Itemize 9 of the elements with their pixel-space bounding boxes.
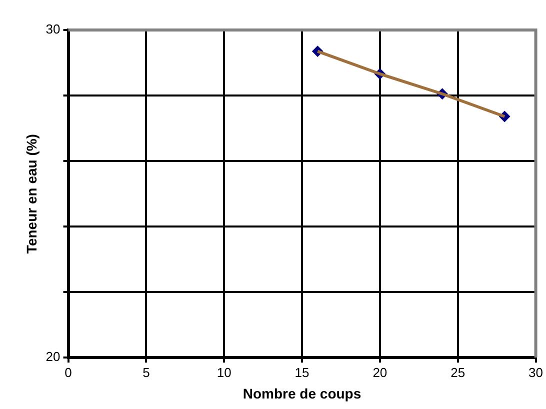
x-tick-label: 10 bbox=[216, 364, 232, 380]
x-tick-label: 20 bbox=[372, 364, 388, 380]
x-tick-label: 0 bbox=[64, 364, 72, 380]
x-axis-title: Nombre de coups bbox=[242, 385, 362, 402]
x-tick-label: 5 bbox=[142, 364, 150, 380]
x-tick-label: 30 bbox=[528, 364, 544, 380]
y-axis-title: Teneur en eau (%) bbox=[23, 134, 40, 254]
x-tick-label: 25 bbox=[450, 364, 466, 380]
x-tick-label: 15 bbox=[294, 364, 310, 380]
